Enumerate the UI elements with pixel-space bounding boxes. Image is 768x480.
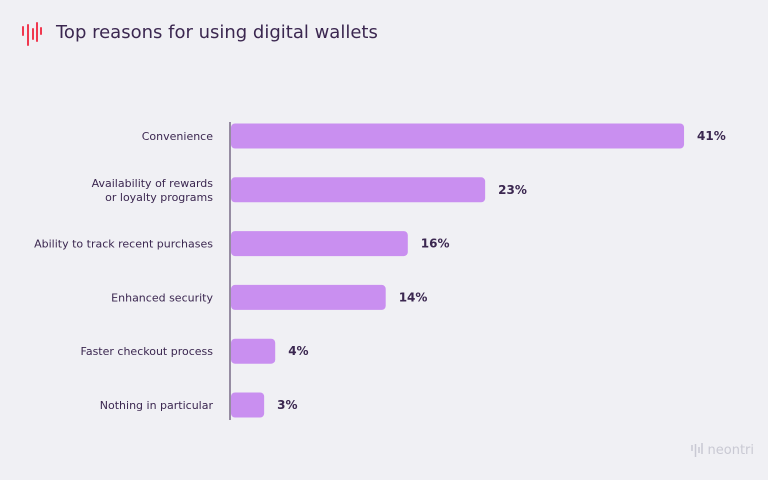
category-label: Convenience bbox=[142, 130, 213, 143]
chart-title: Top reasons for using digital wallets bbox=[56, 22, 378, 43]
brand-watermark: neontri bbox=[690, 442, 754, 458]
brand-logo-icon bbox=[690, 443, 703, 457]
value-label: 23% bbox=[498, 183, 527, 197]
value-label: 16% bbox=[421, 237, 450, 251]
category-label: Nothing in particular bbox=[100, 399, 214, 412]
bar bbox=[231, 284, 386, 310]
brand-name: neontri bbox=[707, 442, 754, 458]
logo-icon bbox=[22, 22, 42, 46]
category-label: Enhanced security bbox=[111, 291, 213, 304]
value-label: 41% bbox=[697, 129, 726, 143]
category-label: Faster checkout process bbox=[81, 345, 214, 358]
value-label: 3% bbox=[277, 398, 297, 412]
bar bbox=[231, 392, 265, 418]
bar bbox=[231, 123, 685, 149]
value-label: 14% bbox=[399, 290, 428, 304]
bar bbox=[231, 177, 486, 203]
bar bbox=[231, 338, 276, 364]
category-label: or loyalty programs bbox=[105, 191, 213, 204]
value-label: 4% bbox=[288, 344, 308, 358]
category-label: Availability of rewards bbox=[92, 177, 214, 190]
bar bbox=[231, 231, 408, 257]
category-label: Ability to track recent purchases bbox=[34, 238, 213, 251]
